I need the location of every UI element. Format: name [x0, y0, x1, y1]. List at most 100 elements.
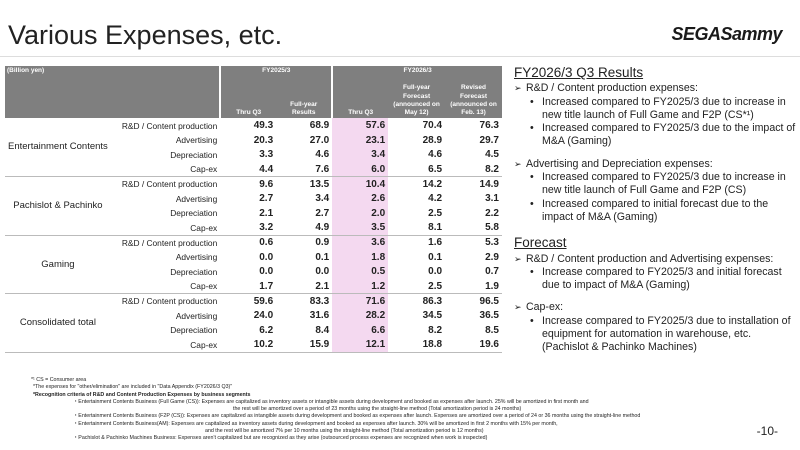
segment-label: Entertainment Contents	[5, 118, 111, 178]
value-cell: 8.1	[388, 220, 446, 236]
item-label: Advertising	[175, 252, 218, 263]
value-cell: 4.5	[485, 149, 499, 161]
value-cell: 10.2	[220, 337, 277, 353]
value-cell: 0.6	[259, 237, 274, 249]
item-label: Depreciation	[170, 325, 218, 336]
item-label: Cap-ex	[110, 337, 221, 353]
value-cell: 8.2	[445, 162, 502, 178]
segment-label: Gaming	[5, 235, 111, 295]
value-cell: 2.7	[315, 207, 330, 219]
table-row: Advertising 0.0 0.1 1.8 0.1 2.9	[5, 249, 502, 265]
value-cell: 2.6	[332, 191, 389, 207]
item-label: Advertising	[175, 135, 218, 146]
value-cell: 68.9	[309, 120, 330, 132]
value-cell: 4.9	[276, 220, 333, 236]
results-heading: FY2026/3 Q3 Results	[514, 65, 644, 80]
value-cell: 3.1	[485, 193, 499, 205]
value-cell: 2.0	[332, 206, 389, 221]
value-cell: 8.4	[315, 324, 330, 336]
value-cell: 0.0	[315, 266, 330, 278]
table-row: Advertising 20.3 27.0 23.1 28.9 29.7	[5, 132, 502, 148]
value-cell: 15.9	[276, 337, 333, 353]
value-cell: 4.6	[428, 149, 443, 161]
value-cell: 6.0	[332, 162, 389, 178]
value-cell: 76.3	[479, 120, 499, 132]
value-cell: 19.6	[445, 337, 502, 353]
value-cell: 3.6	[332, 235, 389, 250]
sub-bullet: Increased compared to FY2025/3 due to in…	[514, 96, 800, 123]
bullet: R&D / Content production expenses:	[514, 82, 800, 96]
page-number: -10-	[756, 424, 778, 438]
value-cell: 14.2	[422, 178, 443, 190]
value-cell: 3.5	[332, 220, 389, 236]
value-cell: 1.7	[220, 279, 277, 295]
divider	[0, 56, 800, 57]
value-cell: 20.3	[253, 134, 274, 146]
value-cell: 6.5	[388, 162, 446, 178]
value-cell: 1.6	[428, 237, 443, 249]
value-cell: 5.8	[445, 220, 502, 236]
value-cell: 6.6	[332, 323, 389, 338]
item-label: Depreciation	[170, 266, 218, 277]
footnote: ・Entertainment Contents Business(AM): Ex…	[73, 420, 558, 427]
sub-bullet: Increased compared to FY2025/3 due to in…	[514, 171, 800, 198]
footnote: ・Entertainment Contents Business (Full G…	[73, 398, 589, 405]
col-header: Full-year Results	[276, 76, 333, 119]
col-header: Thru Q3	[219, 76, 277, 119]
footnote: *¹ CS = Consumer area	[31, 377, 87, 383]
item-label: Depreciation	[170, 208, 218, 219]
sub-bullet: Increase compared to FY2025/3 and initia…	[514, 266, 800, 293]
footnote: ・Pachislot & Pachinko Machines Business:…	[73, 435, 488, 442]
value-cell: 0.1	[428, 251, 443, 263]
table-row: Gaming R&D / Content production 0.6 0.9 3.6 1…	[5, 235, 502, 295]
footnote: and the rest will be amortized 7% per 10…	[205, 428, 484, 435]
value-cell: 10.4	[332, 176, 389, 192]
value-cell: 57.6	[332, 118, 389, 133]
sega-sammy-logo: SEGASammy	[671, 24, 782, 44]
unit-label: (Billion yen)	[5, 66, 221, 119]
value-cell: 86.3	[422, 295, 443, 307]
value-cell: 28.9	[422, 134, 443, 146]
item-label: R&D / Content production	[121, 296, 218, 307]
footnotes: *¹ CS = Consumer area *The expenses for …	[31, 377, 641, 443]
forecast-heading: Forecast	[514, 235, 567, 251]
value-cell: 2.5	[388, 279, 446, 295]
value-cell: 2.1	[259, 207, 274, 219]
value-cell: 23.1	[332, 132, 389, 148]
value-cell: 34.5	[422, 310, 443, 322]
value-cell: 4.6	[315, 149, 330, 161]
value-cell: 9.6	[259, 178, 274, 190]
footnote: the rest will be amortized over a period…	[233, 406, 522, 413]
value-cell: 2.5	[428, 207, 443, 219]
value-cell: 3.4	[332, 147, 389, 163]
value-cell: 0.0	[259, 251, 274, 263]
value-cell: 13.5	[309, 178, 330, 190]
item-label: R&D / Content production	[121, 179, 218, 190]
bullet: Advertising and Depreciation expenses:	[514, 158, 800, 172]
bullet: R&D / Content production and Advertising…	[514, 253, 800, 267]
value-cell: 3.4	[315, 193, 330, 205]
footnote: ・Entertainment Contents Business (F2P (C…	[73, 413, 641, 420]
item-label: Cap-ex	[110, 279, 221, 295]
value-cell: 8.5	[485, 324, 499, 336]
value-cell: 0.9	[315, 237, 330, 249]
value-cell: 0.0	[259, 266, 274, 278]
value-cell: 3.2	[220, 220, 277, 236]
segment-label: Pachislot & Pachinko	[5, 176, 111, 236]
col-header: Thru Q3	[331, 76, 389, 119]
value-cell: 12.1	[332, 337, 389, 353]
sub-bullet: Increased compared to initial forecast d…	[514, 198, 800, 225]
table-row: Cap-ex 4.4 7.6 6.0 6.5 8.2	[5, 162, 502, 178]
value-cell: 28.2	[332, 308, 389, 324]
table-row: Cap-ex 3.2 4.9 3.5 8.1 5.8	[5, 220, 502, 236]
value-cell: 29.7	[479, 134, 499, 146]
value-cell: 49.3	[253, 120, 274, 132]
value-cell: 5.3	[485, 237, 499, 249]
table-row: Depreciation 3.3 4.6 3.4 4.6 4.5	[5, 147, 502, 163]
footnote: *Recognition criteria of R&D and Content…	[33, 391, 251, 398]
value-cell: 2.2	[485, 207, 499, 219]
value-cell: 8.2	[428, 324, 443, 336]
table-row: Depreciation 2.1 2.7 2.0 2.5 2.2	[5, 206, 502, 221]
expenses-table: (Billion yen) FY2025/3 FY2026/3 Thru Q3 …	[5, 66, 502, 353]
table-row: Advertising 24.0 31.6 28.2 34.5 36.5	[5, 308, 502, 324]
